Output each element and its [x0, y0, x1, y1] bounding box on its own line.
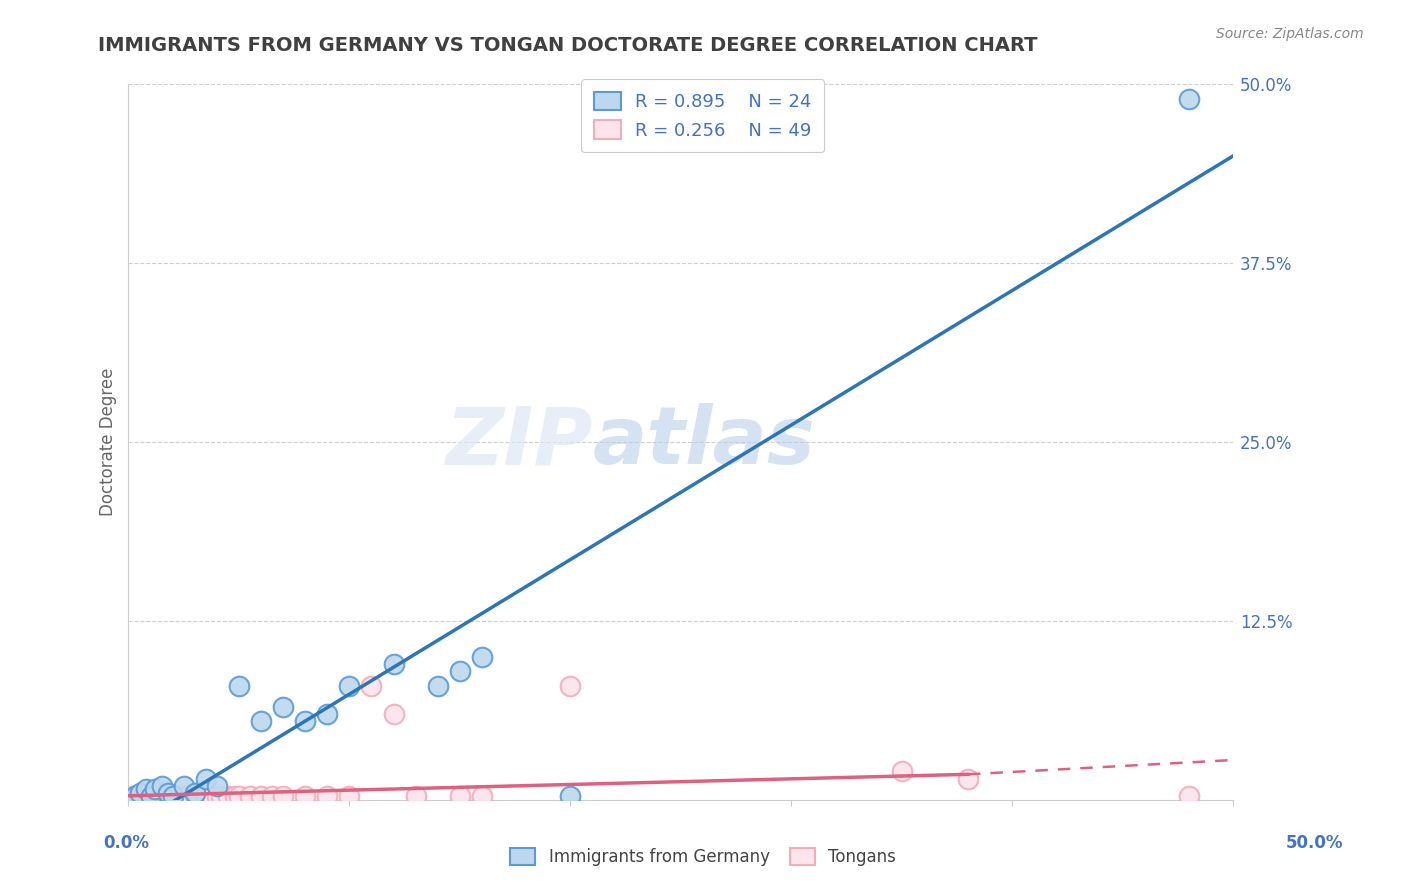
- Y-axis label: Doctorate Degree: Doctorate Degree: [100, 368, 117, 516]
- Point: [228, 789, 250, 803]
- Point: [405, 789, 427, 803]
- Text: 50.0%: 50.0%: [1286, 834, 1343, 852]
- Point: [157, 786, 180, 800]
- Point: [471, 789, 494, 803]
- Point: [449, 665, 471, 679]
- Point: [201, 789, 224, 803]
- Point: [122, 789, 145, 803]
- Point: [560, 679, 582, 693]
- Point: [271, 789, 294, 803]
- Point: [217, 789, 239, 803]
- Point: [250, 714, 273, 729]
- Point: [250, 789, 273, 803]
- Point: [271, 700, 294, 714]
- Text: atlas: atlas: [592, 403, 815, 482]
- Point: [142, 789, 165, 803]
- Point: [157, 789, 180, 803]
- Point: [382, 657, 405, 672]
- Point: [294, 714, 316, 729]
- Point: [471, 649, 494, 664]
- Point: [143, 781, 166, 796]
- Point: [316, 707, 339, 722]
- Point: [337, 679, 360, 693]
- Point: [128, 786, 150, 800]
- Point: [139, 789, 162, 803]
- Point: [956, 772, 979, 786]
- Point: [426, 679, 449, 693]
- Point: [337, 789, 360, 803]
- Point: [135, 781, 157, 796]
- Text: IMMIGRANTS FROM GERMANY VS TONGAN DOCTORATE DEGREE CORRELATION CHART: IMMIGRANTS FROM GERMANY VS TONGAN DOCTOR…: [98, 36, 1038, 54]
- Point: [188, 789, 211, 803]
- Point: [449, 789, 471, 803]
- Point: [1178, 789, 1201, 803]
- Point: [224, 789, 246, 803]
- Point: [139, 789, 162, 803]
- Point: [560, 789, 582, 803]
- Point: [162, 789, 184, 803]
- Point: [155, 789, 177, 803]
- Point: [153, 789, 176, 803]
- Point: [184, 789, 207, 803]
- Point: [890, 764, 912, 779]
- Point: [205, 779, 228, 793]
- Point: [135, 789, 157, 803]
- Point: [135, 789, 157, 803]
- Point: [228, 679, 250, 693]
- Point: [148, 789, 170, 803]
- Point: [173, 789, 195, 803]
- Point: [177, 789, 200, 803]
- Point: [150, 789, 173, 803]
- Point: [128, 789, 150, 803]
- Point: [184, 786, 207, 800]
- Point: [209, 789, 232, 803]
- Text: 0.0%: 0.0%: [104, 834, 149, 852]
- Legend: Immigrants from Germany, Tongans: Immigrants from Germany, Tongans: [502, 840, 904, 875]
- Point: [132, 789, 155, 803]
- Point: [124, 789, 146, 803]
- Point: [294, 789, 316, 803]
- Point: [124, 789, 146, 803]
- Point: [127, 789, 149, 803]
- Point: [262, 789, 284, 803]
- Point: [139, 789, 162, 803]
- Point: [138, 789, 160, 803]
- Point: [173, 779, 195, 793]
- Point: [162, 789, 184, 803]
- Point: [194, 789, 217, 803]
- Point: [166, 789, 188, 803]
- Point: [382, 707, 405, 722]
- Point: [150, 779, 173, 793]
- Point: [360, 679, 382, 693]
- Point: [316, 789, 339, 803]
- Point: [143, 789, 166, 803]
- Point: [1178, 92, 1201, 106]
- Point: [128, 789, 150, 803]
- Point: [131, 789, 153, 803]
- Point: [146, 789, 169, 803]
- Point: [205, 789, 228, 803]
- Point: [239, 789, 262, 803]
- Text: Source: ZipAtlas.com: Source: ZipAtlas.com: [1216, 27, 1364, 41]
- Point: [194, 772, 217, 786]
- Legend: R = 0.895    N = 24, R = 0.256    N = 49: R = 0.895 N = 24, R = 0.256 N = 49: [581, 79, 824, 153]
- Text: ZIP: ZIP: [446, 403, 592, 482]
